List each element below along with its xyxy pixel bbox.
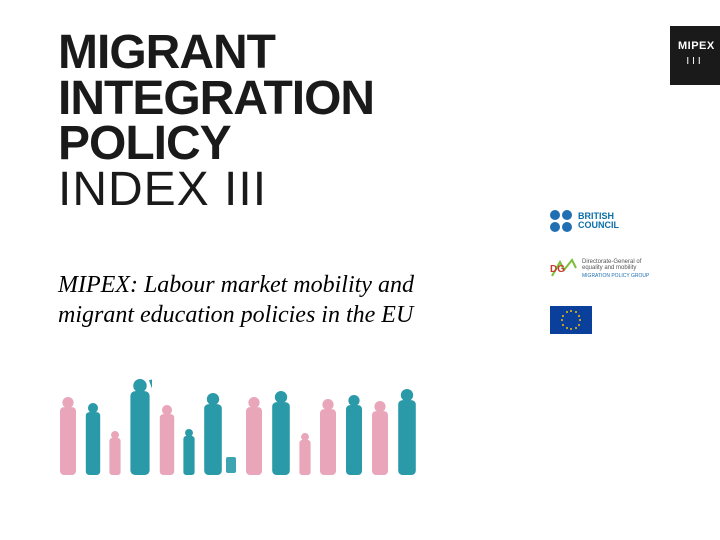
subtitle: MIPEX: Labour market mobility and migran… — [58, 270, 414, 330]
subtitle-line-2: migrant education policies in the EU — [58, 302, 413, 328]
person-icon — [58, 397, 78, 475]
bc-label-2: COUNCIL — [578, 221, 619, 230]
person-icon — [244, 397, 264, 475]
dg-label-1: Directorate-General of — [582, 259, 649, 266]
person-silhouette — [318, 399, 338, 480]
person-icon — [128, 379, 152, 475]
person-silhouette — [108, 431, 122, 480]
person-icon — [344, 395, 364, 475]
person-silhouette — [84, 403, 102, 480]
person-silhouette — [344, 395, 364, 480]
british-council-logo: BRITISH COUNCIL — [550, 210, 660, 232]
dg-logo: DG Directorate-General of equality and m… — [550, 258, 660, 280]
brand-edition: III — [678, 56, 712, 67]
person-icon — [108, 431, 122, 475]
brand-label: MIPEX — [678, 40, 712, 52]
people-illustration — [58, 379, 418, 480]
subtitle-line-1: MIPEX: Labour market mobility and — [58, 272, 414, 298]
person-silhouette — [370, 401, 390, 480]
person-silhouette — [182, 429, 196, 480]
person-icon — [182, 429, 196, 475]
title-line-4: INDEX III — [58, 167, 374, 213]
eu-flag-icon — [550, 306, 592, 334]
partner-logos: BRITISH COUNCIL DG Directorate-General o… — [550, 210, 660, 334]
person-icon — [270, 391, 292, 475]
person-silhouette — [202, 393, 238, 480]
person-icon — [84, 403, 102, 475]
svg-text:DG: DG — [550, 264, 565, 275]
person-icon — [158, 405, 176, 475]
dg-mark-icon: DG — [550, 258, 578, 280]
brand-tab: MIPEX III — [670, 26, 720, 85]
dg-sub: MIGRATION POLICY GROUP — [582, 274, 649, 280]
person-icon — [318, 399, 338, 475]
dg-label-2: equality and mobility — [582, 265, 649, 272]
title-line-2: INTEGRATION — [58, 76, 374, 122]
person-silhouette — [128, 379, 152, 480]
person-silhouette — [270, 391, 292, 480]
person-icon — [396, 389, 418, 475]
person-silhouette — [298, 433, 312, 480]
person-icon — [298, 433, 312, 475]
person-icon — [202, 393, 238, 475]
bc-dots-icon — [550, 210, 572, 232]
person-silhouette — [58, 397, 78, 480]
person-silhouette — [158, 405, 176, 480]
person-silhouette — [244, 397, 264, 480]
person-silhouette — [396, 389, 418, 480]
title-line-1: MIGRANT — [58, 30, 374, 76]
title-line-3: POLICY — [58, 121, 374, 167]
title-block: MIGRANT INTEGRATION POLICY INDEX III — [58, 30, 374, 212]
person-icon — [370, 401, 390, 475]
